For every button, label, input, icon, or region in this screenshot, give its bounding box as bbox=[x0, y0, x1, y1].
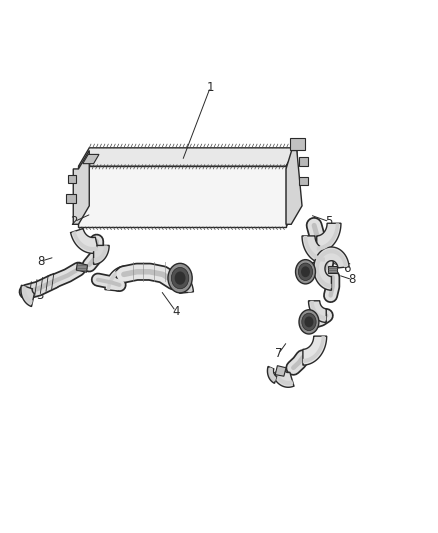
Polygon shape bbox=[269, 367, 276, 381]
Polygon shape bbox=[310, 301, 326, 320]
Text: 4: 4 bbox=[172, 305, 180, 318]
Polygon shape bbox=[21, 285, 35, 306]
Circle shape bbox=[175, 271, 186, 285]
Circle shape bbox=[296, 260, 315, 284]
Bar bbox=[76, 263, 88, 272]
Circle shape bbox=[299, 310, 319, 334]
Polygon shape bbox=[105, 266, 126, 291]
Circle shape bbox=[168, 263, 192, 293]
Polygon shape bbox=[314, 247, 349, 290]
Polygon shape bbox=[78, 166, 286, 227]
Polygon shape bbox=[299, 157, 307, 166]
Circle shape bbox=[298, 263, 313, 280]
Polygon shape bbox=[71, 229, 99, 253]
Text: 1: 1 bbox=[207, 80, 214, 94]
Circle shape bbox=[171, 268, 189, 289]
Polygon shape bbox=[78, 148, 297, 166]
Polygon shape bbox=[274, 372, 293, 385]
Circle shape bbox=[302, 313, 316, 330]
Circle shape bbox=[304, 317, 314, 327]
Text: 8: 8 bbox=[349, 273, 356, 286]
Circle shape bbox=[301, 266, 310, 277]
Polygon shape bbox=[94, 245, 109, 264]
Polygon shape bbox=[302, 236, 325, 264]
Polygon shape bbox=[317, 223, 341, 253]
Polygon shape bbox=[299, 177, 307, 185]
Polygon shape bbox=[275, 366, 286, 376]
Polygon shape bbox=[304, 236, 325, 262]
Polygon shape bbox=[94, 245, 107, 262]
Polygon shape bbox=[268, 366, 277, 383]
Polygon shape bbox=[286, 150, 302, 224]
Polygon shape bbox=[66, 193, 76, 203]
Polygon shape bbox=[308, 301, 326, 322]
Polygon shape bbox=[172, 270, 194, 293]
Polygon shape bbox=[72, 231, 98, 251]
Polygon shape bbox=[315, 249, 347, 288]
Text: 8: 8 bbox=[37, 255, 45, 268]
Text: 6: 6 bbox=[343, 262, 350, 274]
Polygon shape bbox=[73, 150, 89, 224]
Polygon shape bbox=[286, 148, 297, 227]
Polygon shape bbox=[317, 223, 339, 251]
Polygon shape bbox=[67, 175, 76, 183]
Text: 7: 7 bbox=[275, 347, 283, 360]
Polygon shape bbox=[172, 272, 192, 293]
Polygon shape bbox=[23, 286, 33, 304]
Polygon shape bbox=[83, 155, 99, 164]
Text: 3: 3 bbox=[36, 289, 43, 302]
Polygon shape bbox=[303, 336, 327, 365]
Polygon shape bbox=[272, 369, 294, 387]
Polygon shape bbox=[290, 139, 304, 150]
Text: 5: 5 bbox=[325, 215, 333, 228]
Polygon shape bbox=[106, 268, 126, 290]
Polygon shape bbox=[303, 336, 325, 363]
Text: 2: 2 bbox=[71, 215, 78, 228]
Bar bbox=[328, 266, 338, 273]
